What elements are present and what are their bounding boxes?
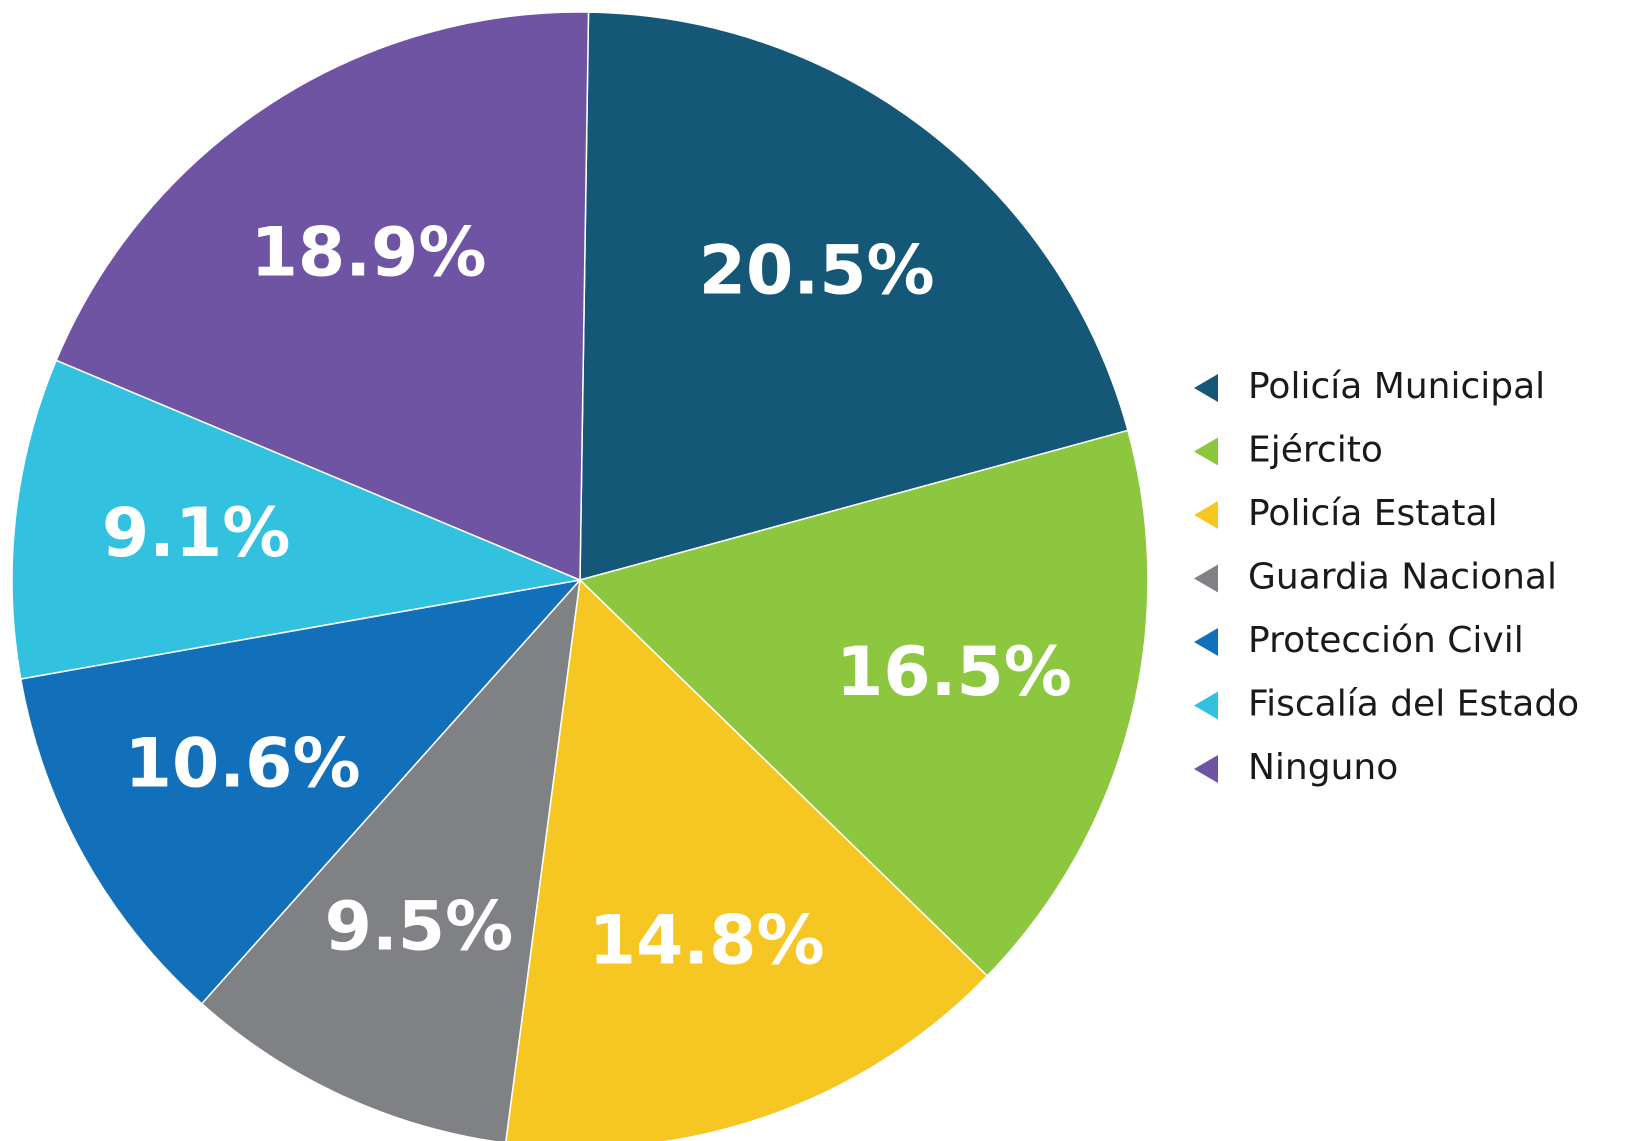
pie-slice [55,11,590,582]
value-label: 9.5% [325,888,514,967]
legend-label: Policía Municipal [1248,366,1545,407]
legend-marker [1194,628,1218,656]
legend-label: Policía Estatal [1248,493,1498,534]
value-label: 16.5% [836,633,1072,712]
legend-label: Fiscalía del Estado [1248,684,1579,725]
legend-label: Protección Civil [1248,620,1524,661]
legend-marker [1194,755,1218,783]
pie-slice [505,578,989,1141]
legend-label: Ejército [1248,430,1383,471]
pie-slice [579,11,1129,581]
pie-slice [578,429,1149,977]
pie-slice [11,359,583,680]
legend-marker [1194,564,1218,593]
legend-marker [1194,691,1218,720]
value-label: 9.1% [102,494,291,573]
legend-label: Ninguno [1248,747,1398,788]
legend-label: Guardia Nacional [1248,557,1557,598]
value-label: 14.8% [589,901,825,980]
pie-slice [19,578,583,1005]
legend-marker [1194,437,1218,466]
value-label: 10.6% [125,725,361,804]
legend-marker [1194,374,1218,402]
value-label: 18.9% [251,213,487,292]
pie-slice [200,577,582,1141]
value-label: 20.5% [699,231,935,310]
legend-marker [1194,501,1218,529]
